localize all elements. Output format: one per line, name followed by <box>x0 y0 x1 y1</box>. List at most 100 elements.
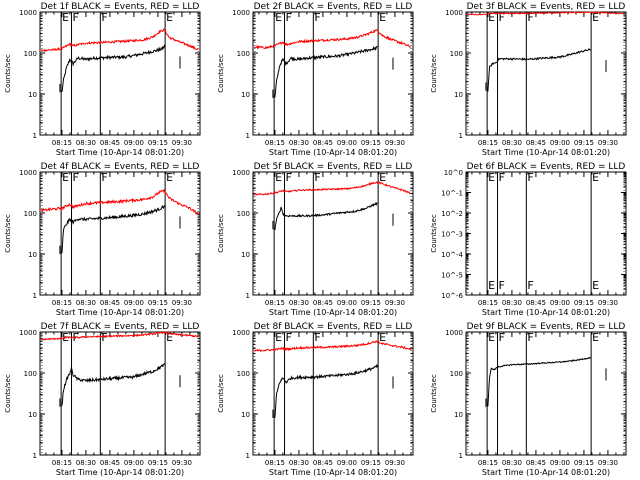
x-tick-label: 08:30 <box>76 459 96 467</box>
marker-label: F <box>499 11 505 24</box>
y-tick-label: 10 <box>28 251 37 259</box>
x-tick-label: 08:15 <box>265 139 285 147</box>
x-tick-label: 08:15 <box>478 459 498 467</box>
x-tick-label: 08:15 <box>52 459 72 467</box>
series-lld <box>254 29 412 50</box>
y-tick-label: 1000 <box>445 9 463 17</box>
y-tick-label: 10 <box>454 411 463 419</box>
marker-label: F <box>286 171 292 184</box>
marker-label: F <box>527 331 533 344</box>
y-tick-label: 1000 <box>19 329 37 337</box>
marker-label: F <box>73 171 79 184</box>
y-tick-label: 10^-6 <box>441 292 463 300</box>
x-tick-label: 08:45 <box>100 139 120 147</box>
plot-frame <box>252 11 414 136</box>
series-lld <box>40 189 199 216</box>
plot-frame <box>39 331 201 456</box>
series-lld <box>253 340 412 353</box>
y-axis-label: Counts/sec <box>430 374 438 413</box>
x-tick-label: 09:00 <box>550 299 570 307</box>
y-axis-label: Counts/sec <box>217 54 225 93</box>
y-tick-label: 10 <box>454 91 463 99</box>
series-lld <box>253 181 412 196</box>
panel-det-7: Det 7f BLACK = Events, RED = LLD Counts/s… <box>4 322 201 477</box>
y-tick-label: 10 <box>28 91 37 99</box>
y-tick-label: 10 <box>241 411 250 419</box>
plot-frame <box>465 331 627 456</box>
marker-label: E <box>379 331 386 344</box>
x-tick-label: 08:45 <box>313 139 333 147</box>
marker-label: E <box>62 11 69 24</box>
marker-label: F <box>286 11 292 24</box>
x-tick-label: 09:15 <box>574 299 594 307</box>
x-tick-label: 09:30 <box>385 299 405 307</box>
series-lld <box>40 28 199 52</box>
marker-label: E <box>592 171 599 184</box>
x-tick-label: 08:30 <box>289 459 309 467</box>
plot-frame <box>252 331 414 456</box>
series-lld <box>466 11 625 16</box>
y-tick-label: 1 <box>246 132 250 140</box>
x-axis-label: Start Time (10-Apr-14 08:01:20) <box>269 148 397 157</box>
x-axis-label: Start Time (10-Apr-14 08:01:20) <box>56 468 184 477</box>
x-tick-label: 08:15 <box>478 139 498 147</box>
x-tick-label: 08:45 <box>526 299 546 307</box>
marker-label: F <box>499 279 505 292</box>
marker-label: F <box>314 171 320 184</box>
x-tick-label: 09:15 <box>148 139 168 147</box>
x-tick-label: 08:45 <box>100 459 120 467</box>
y-tick-label: 10^0 <box>444 169 463 177</box>
x-tick-label: 08:45 <box>313 299 333 307</box>
x-tick-label: 08:15 <box>52 299 72 307</box>
x-tick-label: 09:00 <box>550 139 570 147</box>
y-tick-label: 1000 <box>232 329 250 337</box>
y-tick-label: 1 <box>459 132 463 140</box>
y-tick-label: 10 <box>241 91 250 99</box>
marker-label: F <box>527 171 533 184</box>
panel-title: Det 9f BLACK = Events, RED = LLD <box>467 322 626 332</box>
y-tick-label: 10^-1 <box>441 190 463 198</box>
marker-label: E <box>275 331 282 344</box>
marker-label: F <box>73 11 79 24</box>
marker-label: F <box>527 11 533 24</box>
y-axis-label: Counts/sec <box>217 374 225 413</box>
y-tick-label: 1 <box>33 452 37 460</box>
x-tick-label: 09:00 <box>550 459 570 467</box>
marker-label: F <box>101 171 107 184</box>
series-events <box>61 44 166 92</box>
y-tick-label: 100 <box>24 370 37 378</box>
x-tick-label: 09:15 <box>361 299 381 307</box>
x-tick-label: 08:30 <box>502 139 522 147</box>
marker-label: F <box>286 331 292 344</box>
y-tick-label: 1000 <box>19 169 37 177</box>
panel-title: Det 8f BLACK = Events, RED = LLD <box>254 322 413 332</box>
series-events <box>487 48 592 92</box>
panel-title: Det 1f BLACK = Events, RED = LLD <box>41 2 200 12</box>
y-tick-label: 100 <box>450 50 463 58</box>
y-tick-label: 1 <box>33 132 37 140</box>
panel-title: Det 6f BLACK = Events, RED = LLD <box>467 162 626 172</box>
marker-label: F <box>527 279 533 292</box>
x-tick-label: 09:15 <box>574 459 594 467</box>
plot-frame <box>39 11 201 136</box>
y-tick-label: 100 <box>24 50 37 58</box>
y-axis-label: Counts/sec <box>4 54 12 93</box>
panel-title: Det 3f BLACK = Events, RED = LLD <box>467 2 626 12</box>
marker-label: E <box>275 171 282 184</box>
panel-det-9: Det 9f BLACK = Events, RED = LLD Counts/s… <box>430 322 627 477</box>
x-axis-label: Start Time (10-Apr-14 08:01:20) <box>56 308 184 317</box>
plot-frame <box>465 11 627 136</box>
x-tick-label: 09:00 <box>337 459 357 467</box>
y-tick-label: 10^-3 <box>441 231 463 239</box>
x-tick-label: 09:30 <box>598 459 618 467</box>
marker-label: E <box>166 11 173 24</box>
panel-det-3: Det 3f BLACK = Events, RED = LLD Counts/s… <box>430 2 627 157</box>
x-tick-label: 09:15 <box>361 459 381 467</box>
marker-label: F <box>314 331 320 344</box>
x-axis-label: Start Time (10-Apr-14 08:01:20) <box>482 148 610 157</box>
x-tick-label: 09:00 <box>124 299 144 307</box>
y-tick-label: 100 <box>450 370 463 378</box>
series-lld <box>40 331 199 341</box>
y-tick-label: 10 <box>241 251 250 259</box>
y-tick-label: 100 <box>237 210 250 218</box>
